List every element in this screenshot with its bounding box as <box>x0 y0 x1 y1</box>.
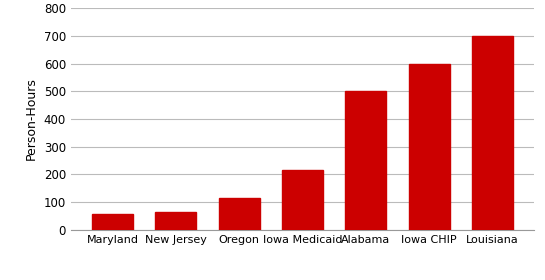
Y-axis label: Person-Hours: Person-Hours <box>25 78 38 160</box>
Bar <box>219 198 260 230</box>
Bar <box>92 214 133 230</box>
Bar <box>155 213 196 230</box>
Bar <box>282 170 323 230</box>
Bar <box>345 91 386 230</box>
Bar <box>472 36 513 230</box>
Bar <box>409 64 450 230</box>
